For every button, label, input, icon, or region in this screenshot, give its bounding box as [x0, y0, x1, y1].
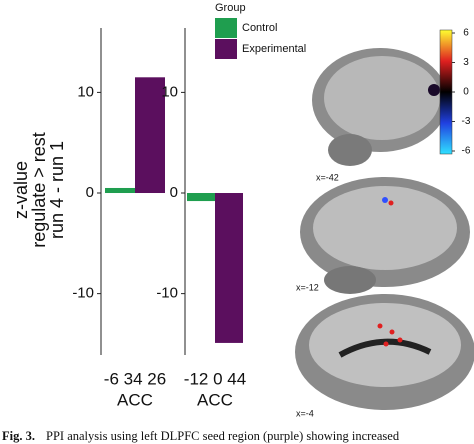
legend-swatch — [215, 18, 237, 38]
brain-panel — [312, 42, 448, 170]
panel-label: x=-4 — [296, 408, 314, 418]
legend-title: Group — [215, 2, 246, 14]
bar — [135, 77, 165, 194]
panel-label: x=-42 — [316, 172, 339, 182]
colorbar-tick-label: 3 — [463, 57, 469, 68]
x-axis-label: ACC — [197, 390, 233, 409]
brain-panel — [300, 177, 470, 294]
y-tick-label: -10 — [72, 285, 94, 302]
caption-text: PPI analysis using left DLPFC seed regio… — [46, 429, 400, 443]
bar — [215, 193, 243, 343]
y-tick-label: 0 — [170, 184, 178, 201]
colorbar-tick-label: -6 — [462, 146, 471, 157]
caption-label: Fig. 3. — [2, 429, 35, 443]
legend-swatch — [215, 39, 237, 59]
x-tick-label: -12 0 44 — [184, 369, 246, 388]
y-tick-label: -10 — [156, 285, 178, 302]
x-tick-label: -6 34 26 — [104, 369, 166, 388]
colorbar — [439, 29, 453, 155]
y-axis-label: z-value — [11, 161, 31, 219]
y-axis-label: regulate > rest — [29, 132, 49, 248]
brain-panel — [295, 294, 474, 410]
colorbar-tick-label: 6 — [463, 28, 469, 39]
colorbar-tick-label: -3 — [462, 116, 471, 127]
bar — [187, 193, 215, 202]
y-tick-label: 0 — [86, 184, 94, 201]
y-tick-label: 10 — [161, 83, 178, 100]
x-axis-label: ACC — [117, 390, 153, 409]
panel-label: x=-12 — [296, 282, 319, 292]
legend-label: Experimental — [242, 43, 306, 55]
legend-label: Control — [242, 22, 277, 34]
y-tick-label: 10 — [77, 83, 94, 100]
colorbar-tick-label: 0 — [463, 87, 469, 98]
bar — [105, 187, 135, 194]
y-axis-label: run 4 - run 1 — [47, 141, 67, 239]
